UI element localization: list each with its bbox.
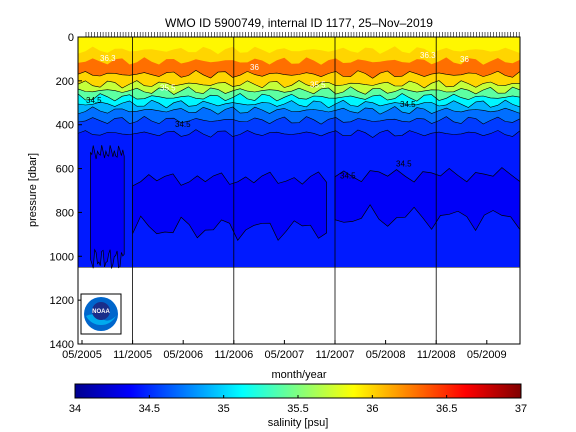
x-tick-label: 11/2005 xyxy=(113,349,152,361)
colorbar-tick-label: 35 xyxy=(218,403,230,415)
y-tick-label: 800 xyxy=(56,207,74,219)
y-tick-label: 0 xyxy=(68,32,74,44)
x-tick-label: 05/2009 xyxy=(467,349,507,361)
y-tick-label: 400 xyxy=(56,120,74,132)
x-tick-label: 11/2008 xyxy=(417,349,456,361)
y-tick-label: 600 xyxy=(56,164,74,176)
profile-ticks xyxy=(85,32,520,37)
salinity-layer xyxy=(78,37,520,55)
colorbar-ticks: 34 34.5 35 35.5 36 36.5 37 xyxy=(69,395,527,415)
logo-center xyxy=(92,302,110,320)
x-tick-label: 11/2007 xyxy=(316,349,355,361)
y-tick-label: 200 xyxy=(56,76,74,88)
contour-line xyxy=(78,86,520,95)
x-axis-title: month/year xyxy=(271,369,326,381)
x-tick-label: 05/2008 xyxy=(366,349,406,361)
colorbar-tick-label: 34 xyxy=(69,403,81,415)
x-tick-label: 05/2006 xyxy=(163,349,203,361)
fresh-patch xyxy=(90,145,125,269)
colorbar-tick-label: 36 xyxy=(366,403,378,415)
logo-text: NOAA xyxy=(92,309,110,315)
contour-label: 34.5 xyxy=(175,120,191,129)
colorbar-tick-label: 36.5 xyxy=(436,403,457,415)
fresh-patch xyxy=(334,167,520,232)
salinity-layer xyxy=(78,93,520,108)
contour-labels: 34.5 34.5 34.5 34.5 34.5 35.5 35.5 36 36 36.3 36.3 xyxy=(86,51,469,181)
contour-label: 34.5 xyxy=(86,96,102,105)
fresh-patch xyxy=(132,171,327,241)
colorbar-tick-label: 34.5 xyxy=(139,403,160,415)
contour-label: 34.5 xyxy=(396,159,412,168)
salinity-layer xyxy=(78,46,520,66)
salinity-layer xyxy=(78,100,520,115)
y-axis: 0 200 400 600 800 1000 1200 1400 xyxy=(50,32,82,351)
colorbar-title: salinity [psu] xyxy=(268,417,329,429)
contour-label: 36.3 xyxy=(100,54,116,63)
contour-line xyxy=(78,80,520,89)
x-tick-label: 05/2005 xyxy=(62,349,102,361)
contour-line xyxy=(78,99,520,109)
contour-line xyxy=(78,70,520,79)
x-axis: 05/2005 11/2005 05/2006 11/2006 05/2007 11/20… xyxy=(62,340,507,361)
contour-label: 35.5 xyxy=(160,84,176,93)
colorbar-tick-label: 35.5 xyxy=(287,403,308,415)
fresh-patches xyxy=(90,145,520,269)
contour-line xyxy=(78,106,520,115)
contour-label: 34.5 xyxy=(340,171,356,180)
x-tick-label: 11/2006 xyxy=(214,349,253,361)
vertical-markers xyxy=(132,37,437,344)
y-tick-label: 1400 xyxy=(50,339,74,351)
y-tick-label: 1000 xyxy=(50,251,74,263)
contour-line xyxy=(78,93,520,102)
contour-lines xyxy=(78,70,520,268)
contour-line xyxy=(78,129,520,138)
chart-title: WMO ID 5900749, internal ID 1177, 25–Nov… xyxy=(165,16,433,30)
contour-label: 34.5 xyxy=(400,100,416,109)
salinity-layer xyxy=(78,106,520,125)
contour-label: 36 xyxy=(460,55,469,64)
salinity-layers xyxy=(78,37,520,268)
contour-label: 36 xyxy=(250,63,259,72)
contour-line xyxy=(78,116,520,125)
colorbar-tick-label: 37 xyxy=(515,403,527,415)
y-axis-title: pressure [dbar] xyxy=(27,153,39,227)
x-tick-label: 05/2007 xyxy=(265,349,305,361)
y-tick-label: 1200 xyxy=(50,295,74,307)
contour-label: 35.5 xyxy=(310,80,326,89)
contour-label: 36.3 xyxy=(420,51,436,60)
plot-frame xyxy=(77,36,521,345)
noaa-logo: NOAA xyxy=(80,293,122,335)
